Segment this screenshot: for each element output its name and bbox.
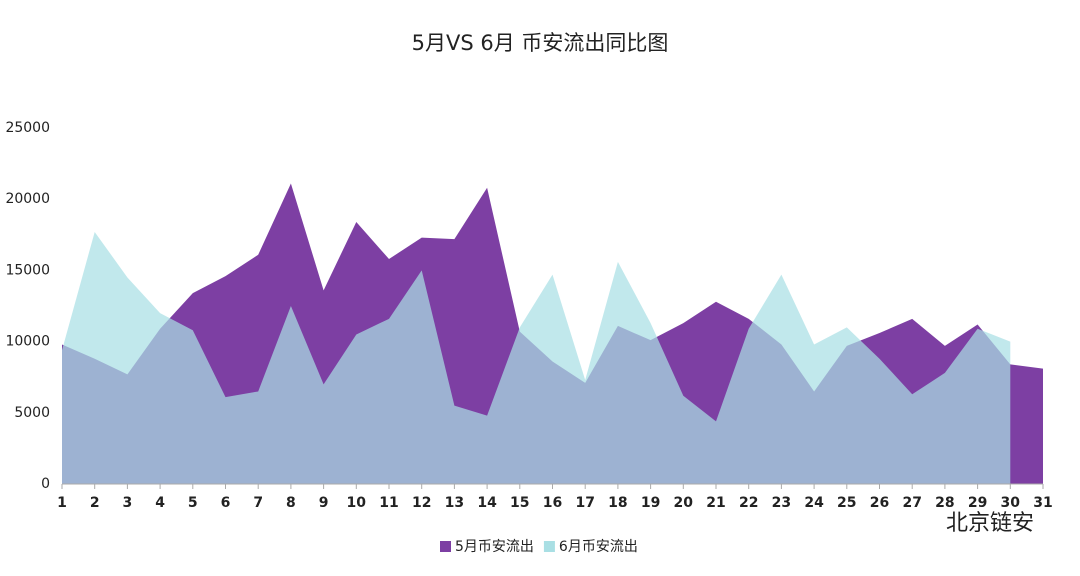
x-tick-label: 17 bbox=[575, 495, 594, 511]
x-tick-label: 10 bbox=[347, 495, 367, 511]
watermark: 北京链安 bbox=[946, 511, 1034, 536]
y-tick-label: 20000 bbox=[5, 191, 50, 207]
x-tick-label: 28 bbox=[935, 495, 954, 511]
y-tick-label: 0 bbox=[41, 476, 50, 492]
x-tick-label: 25 bbox=[837, 495, 856, 511]
x-tick-label: 4 bbox=[155, 495, 165, 511]
x-tick-label: 29 bbox=[968, 495, 987, 511]
x-tick-label: 11 bbox=[379, 495, 398, 511]
area bbox=[62, 231, 1011, 484]
x-tick-label: 6 bbox=[221, 495, 231, 511]
x-tick-label: 14 bbox=[477, 495, 497, 511]
chart-title: 5月VS 6月 币安流出同比图 bbox=[412, 31, 669, 55]
x-tick-label: 31 bbox=[1033, 495, 1052, 511]
x-tick-label: 7 bbox=[253, 495, 263, 511]
x-tick-label: 22 bbox=[739, 495, 758, 511]
legend-label: 6月币安流出 bbox=[559, 539, 638, 555]
x-tick-label: 2 bbox=[90, 495, 100, 511]
x-tick-label: 23 bbox=[772, 495, 791, 511]
x-tick-label: 30 bbox=[1001, 495, 1021, 511]
x-tick-label: 20 bbox=[674, 495, 694, 511]
x-tick-label: 19 bbox=[641, 495, 660, 511]
x-tick-label: 3 bbox=[123, 495, 133, 511]
y-tick-label: 25000 bbox=[5, 120, 50, 136]
x-tick-label: 8 bbox=[286, 495, 296, 511]
x-tick-label: 12 bbox=[412, 495, 431, 511]
x-tick-label: 13 bbox=[445, 495, 464, 511]
y-tick-label: 15000 bbox=[5, 262, 50, 278]
x-tick-label: 15 bbox=[510, 495, 529, 511]
x-tick-label: 16 bbox=[543, 495, 562, 511]
x-tick-label: 21 bbox=[706, 495, 725, 511]
x-tick-label: 27 bbox=[902, 495, 921, 511]
x-tick-label: 24 bbox=[804, 495, 824, 511]
legend-label: 5月币安流出 bbox=[455, 539, 534, 555]
y-tick-label: 10000 bbox=[5, 334, 50, 350]
legend-swatch bbox=[543, 541, 555, 552]
y-tick-label: 5000 bbox=[14, 405, 50, 421]
x-tick-label: 1 bbox=[57, 495, 67, 511]
x-tick-label: 9 bbox=[319, 495, 329, 511]
x-tick-label: 5 bbox=[188, 495, 198, 511]
x-tick-label: 18 bbox=[608, 495, 627, 511]
x-tick-label: 26 bbox=[870, 495, 889, 511]
legend-swatch bbox=[440, 541, 451, 552]
